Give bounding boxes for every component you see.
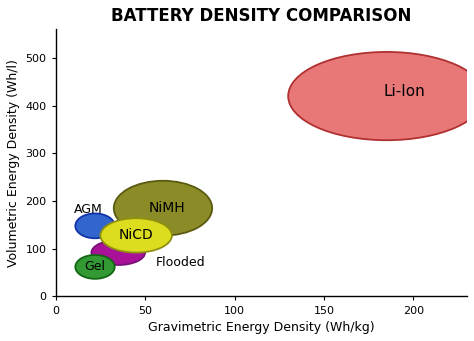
Text: Flooded: Flooded — [156, 256, 205, 269]
Text: AGM: AGM — [73, 203, 102, 216]
Ellipse shape — [91, 240, 145, 265]
Ellipse shape — [75, 255, 115, 279]
Text: NiMH: NiMH — [148, 201, 185, 215]
Text: NiCD: NiCD — [119, 228, 154, 242]
Ellipse shape — [288, 52, 474, 140]
Ellipse shape — [114, 181, 212, 236]
X-axis label: Gravimetric Energy Density (Wh/kg): Gravimetric Energy Density (Wh/kg) — [148, 321, 374, 334]
Y-axis label: Volumetric Energy Density (Wh/l): Volumetric Energy Density (Wh/l) — [7, 59, 20, 267]
Text: Li-Ion: Li-Ion — [383, 84, 425, 99]
Title: BATTERY DENSITY COMPARISON: BATTERY DENSITY COMPARISON — [111, 7, 411, 25]
Text: Gel: Gel — [84, 261, 106, 273]
Ellipse shape — [75, 213, 115, 238]
Ellipse shape — [100, 218, 172, 253]
